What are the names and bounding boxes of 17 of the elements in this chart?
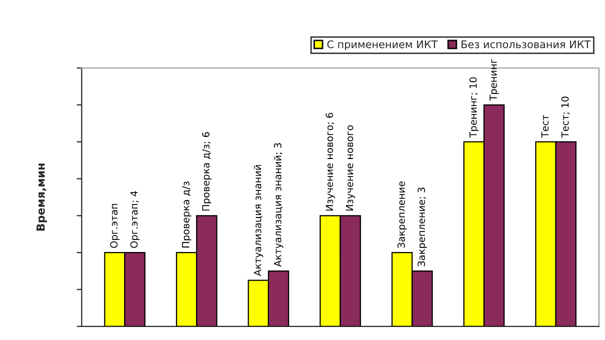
data-label: Орг.этап <box>110 204 120 248</box>
data-label: Тест <box>541 115 549 138</box>
data-label: Закрепление; 3 <box>418 188 427 266</box>
data-label: Изучение нового; 6 <box>326 112 335 211</box>
legend-label: С применением ИКТ <box>327 40 438 50</box>
data-label: Орг.этап; 4 <box>130 191 140 248</box>
data-label: Тренинг; 10 <box>469 77 479 138</box>
data-label: Закрепление <box>398 182 407 248</box>
data-label: Тест; 10 <box>561 96 570 138</box>
data-label: Проверка д/з <box>182 182 192 248</box>
data-label: Актуализация знаний <box>254 165 264 276</box>
data-label: Тренинг <box>490 58 499 101</box>
legend-label: Без использования ИКТ <box>462 40 591 48</box>
data-label: Актуализация знаний; 3 <box>274 143 284 267</box>
data-label: Изучение нового <box>346 125 356 211</box>
data-label: Проверка д/з; 6 <box>202 132 212 211</box>
y-axis-title: Время,мин <box>36 164 47 231</box>
